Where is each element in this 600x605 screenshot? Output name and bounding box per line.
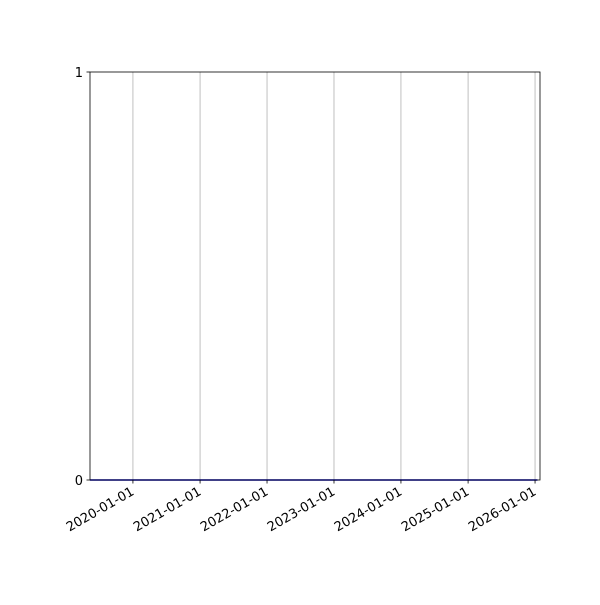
y-tick-label: 0 [75, 474, 83, 489]
x-tick-label: 2024-01-01 [332, 484, 405, 535]
y-tick-label: 1 [75, 66, 83, 81]
x-tick-label: 2022-01-01 [198, 484, 271, 535]
x-tick-label: 2021-01-01 [131, 484, 204, 535]
x-tick-label: 2025-01-01 [399, 484, 472, 535]
x-tick-label: 2023-01-01 [265, 484, 338, 535]
axes-frame [89, 71, 541, 481]
x-tick-label: 2026-01-01 [466, 484, 539, 535]
x-tick-label: 2020-01-01 [64, 484, 137, 535]
